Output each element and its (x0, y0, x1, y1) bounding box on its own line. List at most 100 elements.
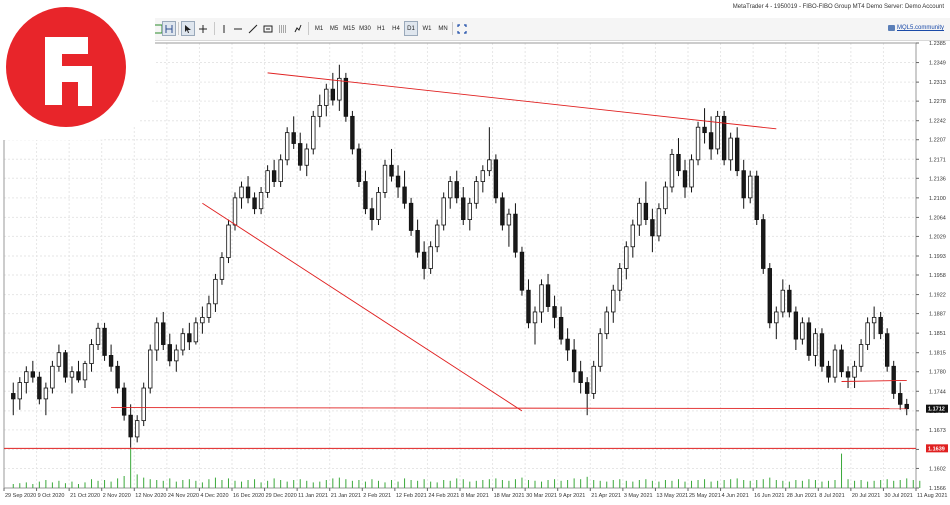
trendline (202, 202, 523, 412)
candle-body (715, 115, 720, 150)
timeframe-w1[interactable]: W1 (422, 25, 432, 32)
cursor-icon[interactable] (181, 21, 195, 36)
candle-body (480, 170, 486, 182)
x-tick-label: 29 Sep 2020 (5, 493, 36, 499)
candle-body (526, 289, 531, 324)
candle-body (291, 132, 296, 144)
candle-body (669, 153, 675, 188)
candle-body (271, 170, 277, 182)
candle-body (624, 246, 629, 269)
trendline-icon[interactable] (246, 21, 260, 36)
fibo-icon[interactable] (276, 21, 290, 36)
mql5-community-link[interactable]: MQL5.community (887, 25, 944, 31)
candle-body (421, 251, 427, 269)
candle-body (493, 159, 499, 199)
candle-body (330, 88, 336, 101)
timeframe-m1[interactable]: M1 (314, 25, 324, 32)
timeframe-m15[interactable]: M15 (343, 25, 355, 32)
price-chart[interactable]: 1.2385 1.2349 1.2313 1.2278 1.2242 1.2207 1.21… (0, 41, 950, 500)
price-labels: 1.1712 1.1639 (926, 404, 948, 453)
y-tick-label: 1.2278 (929, 99, 946, 105)
timeframe-mn[interactable]: MN (438, 25, 448, 32)
candle-body (845, 371, 851, 378)
price-axis: 1.2385 1.2349 1.2313 1.2278 1.2242 1.2207 1.21… (916, 41, 946, 492)
x-tick-label: 2 Feb 2021 (363, 493, 391, 499)
timeframe-m5[interactable]: M5 (329, 25, 339, 32)
x-tick-label: 3 May 2021 (624, 493, 653, 499)
candle-body (565, 338, 570, 351)
chart-shift-icon[interactable] (162, 21, 176, 36)
objects-icon[interactable] (291, 21, 305, 36)
text-icon[interactable] (261, 21, 275, 36)
candle-body (174, 349, 179, 362)
volume-bars (12, 448, 921, 488)
x-tick-label: 29 Dec 2020 (266, 493, 297, 499)
support-price-label-box (926, 444, 948, 453)
candle-body (689, 159, 694, 188)
chart-area[interactable]: 1.2385 1.2349 1.2313 1.2278 1.2242 1.2207 1.21… (0, 41, 950, 500)
candle-body (11, 393, 16, 400)
candle-body (76, 371, 81, 381)
candle-body (891, 365, 896, 394)
candle-body (852, 365, 857, 378)
candle-body (102, 327, 107, 356)
y-tick-label: 1.1780 (929, 370, 946, 376)
timeframe-m30[interactable]: M30 (359, 25, 371, 32)
candle-body (82, 363, 88, 381)
fullscreen-icon[interactable] (455, 21, 469, 36)
x-tick-label: 30 Jul 2021 (884, 493, 912, 499)
y-tick-label: 1.2349 (929, 61, 946, 67)
x-tick-label: 9 Oct 2020 (38, 493, 65, 499)
candle-body (134, 420, 140, 438)
x-tick-label: 25 May 2021 (689, 493, 721, 499)
candle-body (500, 197, 505, 226)
timeframe-h1[interactable]: H1 (377, 25, 385, 32)
candle-body (676, 153, 681, 172)
y-tick-label: 1.2385 (929, 41, 946, 47)
y-tick-label: 1.1887 (929, 312, 946, 318)
candle-body (206, 303, 212, 318)
candle-body (311, 115, 316, 150)
x-tick-label: 12 Feb 2021 (396, 493, 427, 499)
candle-body (193, 322, 199, 343)
candle-body (728, 137, 733, 161)
candle-body (611, 289, 616, 313)
candle-body (376, 192, 381, 220)
timeframe-d1[interactable]: D1 (404, 21, 418, 36)
timeframe-h4[interactable]: H4 (392, 25, 400, 32)
candle-body (637, 202, 642, 226)
candle-body (617, 268, 622, 291)
candle-body (43, 387, 49, 400)
candle-body (448, 181, 453, 199)
vertical-line-icon[interactable] (217, 21, 231, 36)
candle-body (108, 355, 114, 367)
crosshair-icon[interactable] (196, 21, 210, 36)
candle-body (298, 143, 303, 166)
x-tick-label: 8 Mar 2021 (461, 493, 489, 499)
candle-body (278, 159, 283, 182)
candle-body (141, 387, 146, 422)
candle-body (858, 344, 864, 367)
trendline (111, 407, 907, 410)
horizontal-line-icon[interactable] (231, 21, 245, 36)
candle-body (304, 148, 309, 166)
y-tick-label: 1.2064 (929, 215, 946, 221)
candle-body (154, 322, 159, 351)
brand-logo (0, 0, 155, 140)
toolbar: M1 M5 M15 M30 H1 H4 D1 W1 MN MQL5.commun… (0, 18, 950, 41)
candle-body (721, 115, 727, 161)
candle-body (24, 371, 29, 383)
candle-body (121, 387, 127, 416)
candle-body (871, 316, 877, 324)
y-tick-label: 1.1744 (929, 389, 946, 395)
x-tick-label: 13 May 2021 (656, 493, 688, 499)
candle-body (474, 181, 479, 204)
candle-body (356, 148, 362, 182)
y-tick-label: 1.2171 (929, 157, 946, 163)
candle-body (865, 322, 870, 345)
candle-body (284, 132, 290, 161)
candle-body (69, 371, 75, 378)
x-tick-label: 30 Mar 2021 (526, 493, 557, 499)
candle-body (95, 327, 101, 345)
candle-body (389, 164, 394, 177)
